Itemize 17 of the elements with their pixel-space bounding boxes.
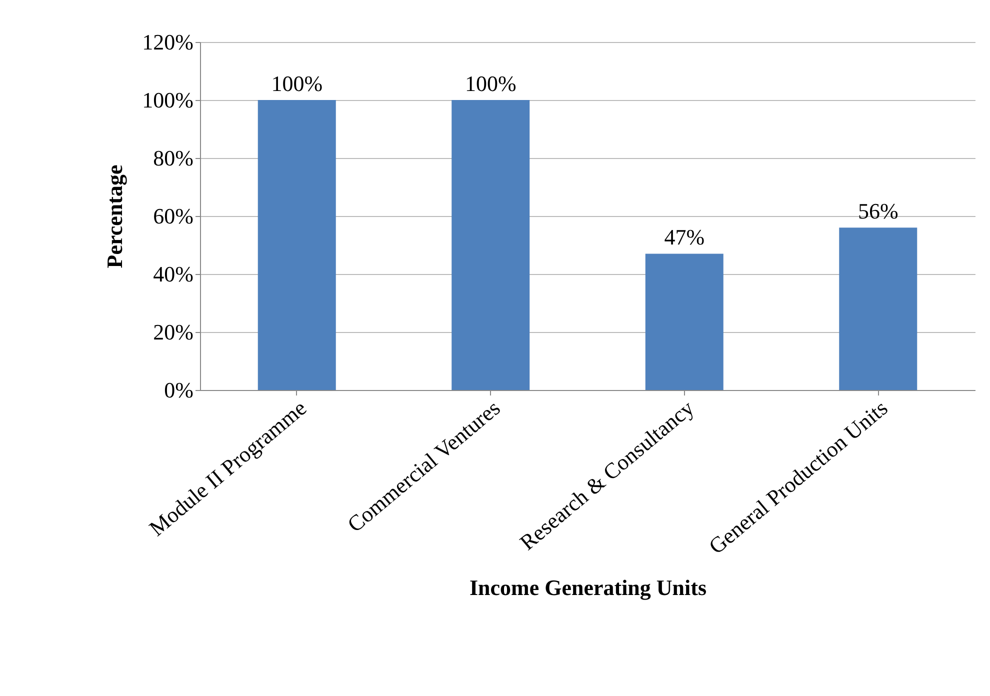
y-tick-label: 20% (153, 320, 194, 344)
y-axis-title: Percentage (102, 164, 128, 268)
data-label: 100% (271, 71, 323, 96)
y-tick-label: 120% (142, 30, 194, 54)
y-tick-label: 0% (164, 378, 194, 402)
bar (839, 228, 918, 390)
x-axis-title: Income Generating Units (469, 575, 707, 600)
y-tick-label: 60% (153, 204, 194, 228)
data-label: 47% (664, 224, 705, 250)
y-tick-label: 100% (142, 88, 194, 112)
bar (645, 254, 724, 390)
data-label: 100% (464, 71, 516, 96)
y-tick-label: 40% (153, 262, 194, 286)
bar (452, 100, 530, 390)
data-label: 56% (858, 198, 898, 224)
y-tick-label: 80% (153, 146, 194, 170)
bar (258, 100, 336, 390)
